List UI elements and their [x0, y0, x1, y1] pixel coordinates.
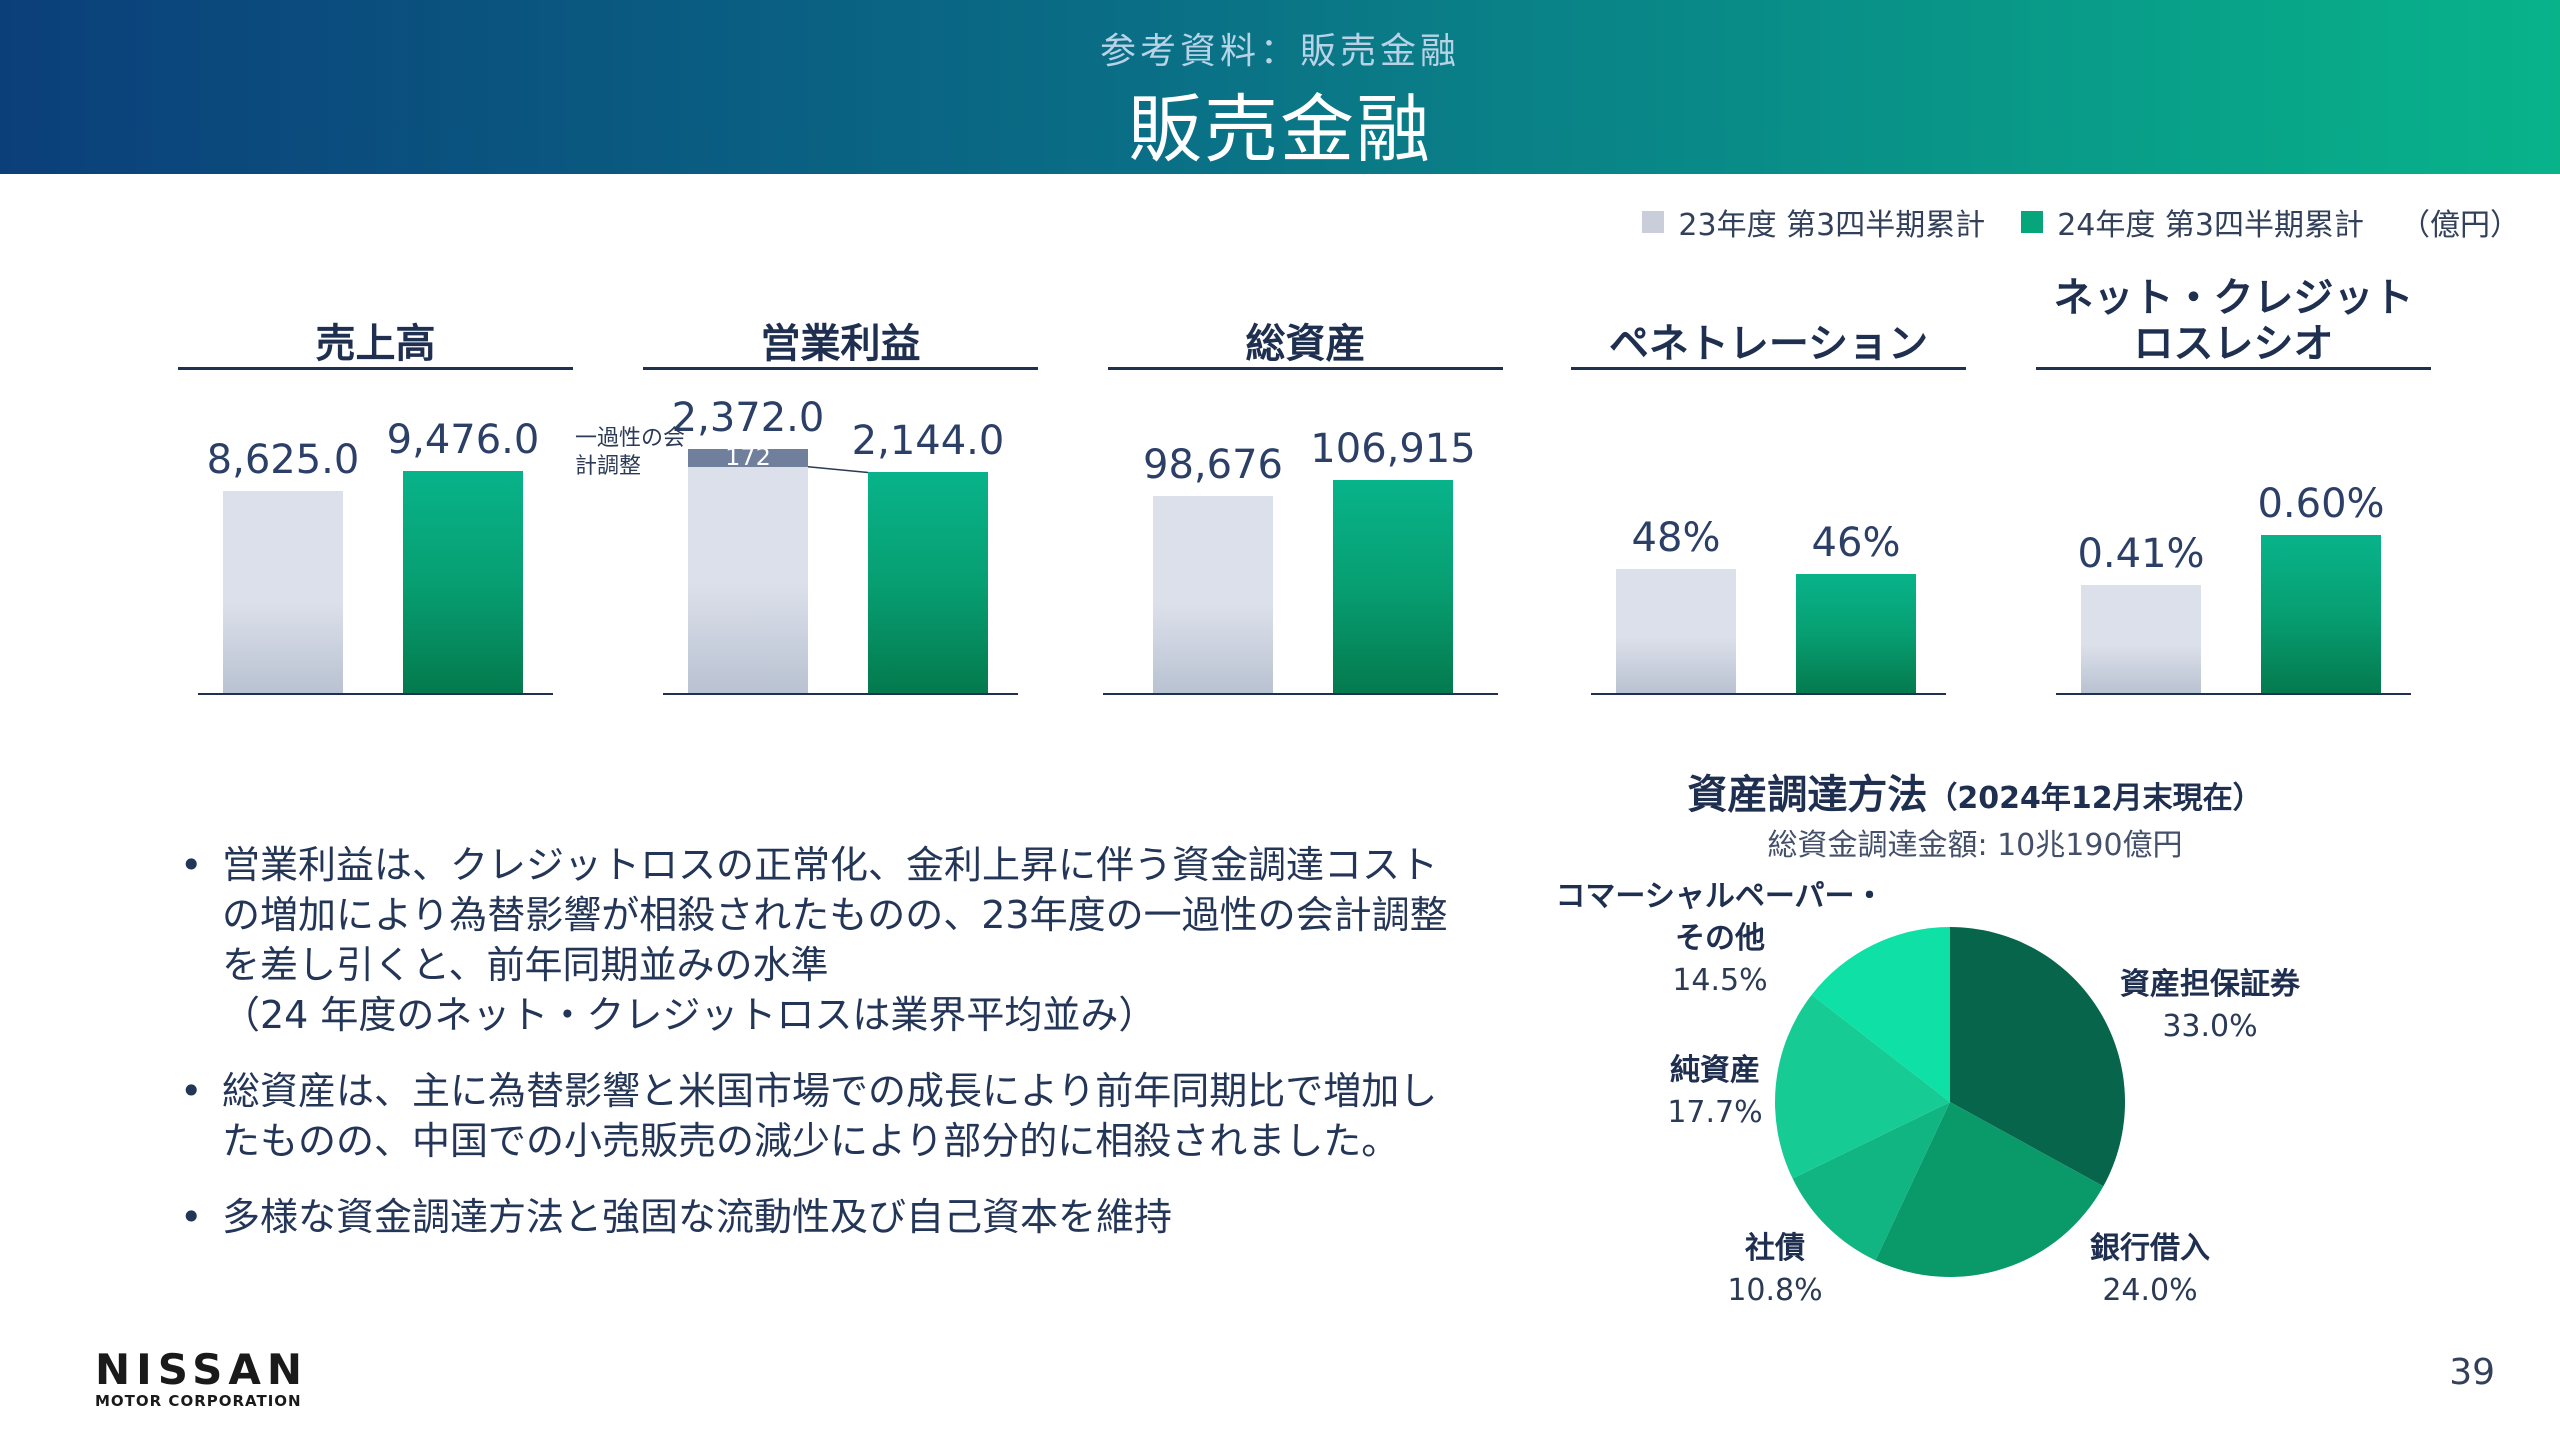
slice-name: 銀行借入 — [2090, 1231, 2210, 1266]
header-banner: 参考資料：販売金融 販売金融 — [0, 0, 2560, 174]
data-label: 2,372.0 — [671, 395, 825, 441]
slice-name-line1: コマーシャルペーパー・ — [1555, 879, 1885, 914]
pie-title-note: （2024年12月末現在） — [1927, 781, 2263, 816]
slice-percent: 33.0% — [2162, 1009, 2258, 1044]
data-label: 9,476.0 — [386, 417, 540, 463]
bullet-item: 総資産は、主に為替影響と米国市場での成長により前年同期比で増加したものの、中国で… — [180, 1066, 1450, 1166]
legend: 23年度 第3四半期累計 24年度 第3四半期累計 （億円） — [1642, 200, 2520, 244]
chart-title-line1: ネット・クレジット — [2053, 275, 2414, 321]
data-label: 0.60% — [2257, 481, 2385, 527]
bullet-item: 多様な資金調達方法と強固な流動性及び自己資本を維持 — [180, 1192, 1450, 1242]
pie-title-main: 資産調達方法 — [1687, 772, 1928, 818]
slice-name: 資産担保証券 — [2120, 967, 2300, 1002]
page-number: 39 — [2449, 1352, 2495, 1393]
pie-label-net-assets: 純資産 17.7% — [1645, 1050, 1785, 1134]
page-title: 販売金融 — [1128, 87, 1432, 173]
logo-main: NISSAN — [95, 1345, 309, 1394]
adjustment-segment: 172 — [688, 449, 808, 467]
slice-percent: 17.7% — [1667, 1095, 1763, 1130]
pie-slice — [1792, 1102, 1950, 1261]
bar-prev-year — [223, 490, 343, 693]
bar-prev-year — [1616, 569, 1736, 693]
pie-slice — [1950, 927, 2125, 1187]
legend-item-curr: 24年度 第3四半期累計 — [2021, 200, 2364, 244]
pie-slice — [1875, 1102, 2104, 1277]
nissan-logo: NISSAN MOTOR CORPORATION — [95, 1345, 308, 1410]
funding-pie-chart — [1775, 927, 2125, 1277]
legend-label-prev: 23年度 第3四半期累計 — [1678, 208, 1986, 243]
legend-swatch-curr — [2021, 211, 2044, 233]
bar-curr-year — [2261, 535, 2381, 693]
chart-baseline — [198, 693, 553, 695]
slice-percent: 14.5% — [1672, 963, 1768, 998]
bar-curr-year — [403, 471, 523, 693]
slice-percent: 24.0% — [2102, 1273, 2198, 1308]
logo-sub: MOTOR CORPORATION — [95, 1392, 302, 1410]
data-label: 8,625.0 — [206, 436, 360, 483]
chart-baseline — [1103, 693, 1498, 695]
commentary-bullets: 営業利益は、クレジットロスの正常化、金利上昇に伴う資金調達コストの増加により為替… — [180, 840, 1450, 1268]
chart-title-line2: ロスレシオ — [2133, 321, 2334, 367]
data-label: 106,915 — [1310, 426, 1476, 472]
pie-label-bank-loans: 銀行借入 24.0% — [2070, 1228, 2230, 1312]
chart-revenue: 売上高 8,625.0 9,476.0 — [178, 255, 573, 705]
chart-title: 売上高 — [315, 321, 436, 367]
header-subtitle: 参考資料：販売金融 — [1099, 31, 1460, 72]
pie-label-bonds: 社債 10.8% — [1710, 1228, 1840, 1312]
legend-item-prev: 23年度 第3四半期累計 — [1642, 200, 1985, 244]
legend-unit: （億円） — [2400, 208, 2520, 243]
chart-baseline — [1591, 693, 1946, 695]
pie-title: 資産調達方法（2024年12月末現在） — [1560, 762, 2390, 820]
chart-title: ネット・クレジット ロスレシオ — [2036, 275, 2431, 367]
legend-swatch-prev — [1642, 211, 1665, 233]
bar-prev-year — [2081, 585, 2201, 693]
pie-slice — [1775, 994, 1950, 1179]
chart-baseline — [663, 693, 1018, 695]
chart-title: ペネトレーション — [1608, 321, 1929, 367]
chart-title: 総資産 — [1245, 321, 1366, 367]
bar-prev-year — [1153, 496, 1273, 693]
slice-percent: 10.8% — [1727, 1273, 1823, 1308]
legend-label-curr: 24年度 第3四半期累計 — [2057, 208, 2364, 243]
chart-title: 営業利益 — [760, 321, 921, 367]
chart-operating-profit: 営業利益 2,372.0 2,144.0 172 一過性の会計調整 — [575, 255, 1038, 705]
chart-net-credit-loss-ratio: ネット・クレジット ロスレシオ 0.41% 0.60% — [2036, 255, 2431, 705]
slice-name: 純資産 — [1670, 1053, 1760, 1088]
bar-prev-year — [688, 449, 808, 693]
pie-label-commercial-paper: コマーシャルペーパー・ その他 14.5% — [1555, 876, 1885, 1002]
pie-subtitle: 総資金調達金額: 10兆190億円 — [1767, 828, 2183, 863]
data-label: 0.41% — [2077, 531, 2205, 578]
chart-baseline — [2056, 693, 2411, 695]
data-label: 48% — [1631, 515, 1721, 561]
pie-slice — [1811, 927, 1950, 1102]
bar-curr-year — [1333, 480, 1453, 693]
adjustment-note: 一過性の会計調整 — [575, 426, 686, 479]
slice-name-line2: その他 — [1675, 921, 1765, 956]
data-label: 2,144.0 — [851, 418, 1005, 465]
chart-penetration: ペネトレーション 48% 46% — [1571, 255, 1966, 705]
data-label: 46% — [1811, 520, 1901, 567]
data-label: 98,676 — [1143, 442, 1283, 489]
bullet-item: 営業利益は、クレジットロスの正常化、金利上昇に伴う資金調達コストの増加により為替… — [180, 840, 1450, 1040]
slice-name: 社債 — [1745, 1231, 1805, 1266]
bar-curr-year — [1796, 574, 1916, 693]
pie-label-abs: 資産担保証券 33.0% — [2105, 964, 2315, 1048]
chart-total-assets: 総資産 98,676 106,915 — [1103, 255, 1503, 705]
bar-curr-year — [868, 472, 988, 693]
